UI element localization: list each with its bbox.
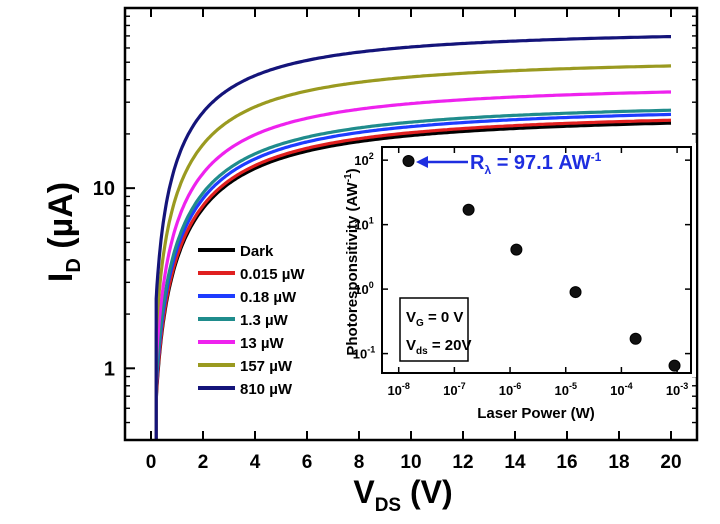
series-line: [154, 112, 672, 440]
iv-curves: [154, 34, 672, 440]
condition-box: VG = 0 V Vds = 20V: [399, 297, 471, 362]
inset-y-ticks: 10-1 100 101 102: [353, 151, 691, 362]
legend-label: 0.015 µW: [240, 266, 305, 283]
main-x-tick-label: 4: [250, 452, 261, 473]
inset-data-points: [402, 154, 681, 372]
inset-y-tick-label: 100: [354, 280, 373, 297]
inset-plot: 10-8 10-7 10-6 10-5 10-4 10-3 10-1 100 101 102 P…: [343, 143, 696, 422]
y-label-main: I: [42, 273, 80, 282]
main-x-tick-label: 10: [400, 452, 421, 473]
main-x-tick-label: 14: [504, 452, 526, 473]
main-x-tick-label: 18: [608, 452, 629, 473]
main-x-axis-label: VDS (V): [353, 474, 452, 516]
annotation-sub: λ: [484, 163, 491, 177]
inset-y-axis-label: Photoresponsitivity (AW-1): [343, 168, 361, 355]
x-label-sub: DS: [375, 495, 401, 516]
main-x-tick-label: 12: [452, 452, 473, 473]
vds-value: = 20V: [428, 337, 472, 354]
main-y-tick-label: 10: [93, 178, 115, 200]
inset-data-point: [629, 332, 642, 345]
inset-y-tick-label: 10-1: [353, 345, 375, 362]
legend: Dark 0.015 µW 0.18 µW 1.3 µW 13 µW 157 µW 810 …: [198, 243, 305, 398]
inset-y-label-main: Photoresponsitivity (AW: [344, 181, 361, 355]
legend-label: 157 µW: [240, 358, 293, 375]
main-x-tick-label: 6: [302, 452, 313, 473]
inset-plot-frame: [381, 146, 692, 374]
x-label-main: V: [353, 474, 375, 510]
main-x-tick-label: 2: [198, 452, 209, 473]
condition-vds: Vds = 20V: [406, 337, 471, 357]
condition-vg: VG = 0 V: [406, 309, 463, 329]
main-x-tick-label: 8: [354, 452, 365, 473]
vds-label: V: [406, 337, 416, 354]
series-line: [154, 64, 672, 440]
inset-data-point: [462, 203, 475, 216]
inset-data-point: [510, 243, 523, 256]
y-label-unit: (µA): [42, 182, 80, 258]
legend-label: Dark: [240, 243, 274, 260]
inset-y-label-end: ): [344, 168, 361, 173]
inset-data-point: [668, 359, 681, 372]
inset-x-tick-label: 10-4: [610, 381, 632, 398]
vds-sub: ds: [416, 346, 428, 357]
legend-label: 0.18 µW: [240, 289, 297, 306]
inset-x-tick-label: 10-7: [443, 381, 465, 398]
series-line: [154, 108, 672, 440]
legend-label: 810 µW: [240, 381, 293, 398]
legend-label: 13 µW: [240, 335, 284, 352]
inset-x-tick-label: 10-8: [387, 381, 409, 398]
inset-x-tick-label: 10-6: [499, 381, 521, 398]
inset-y-label-sup: -1: [343, 173, 354, 182]
inset-data-point: [402, 154, 415, 167]
series-line: [154, 90, 671, 440]
annotation-prefix: R: [470, 152, 485, 174]
annotation-arrowhead: [416, 156, 428, 168]
main-x-tick-label: 16: [556, 452, 577, 473]
legend-label: 1.3 µW: [240, 312, 289, 329]
vg-sub: G: [416, 318, 424, 329]
inset-y-tick-label: 101: [354, 216, 373, 233]
condition-box-frame: [399, 297, 469, 362]
vg-label: V: [406, 309, 416, 326]
inset-x-axis-label: Laser Power (W): [477, 405, 595, 422]
main-y-tick-label: 1: [104, 358, 115, 380]
main-x-tick-label: 0: [146, 452, 157, 473]
x-label-unit: (V): [401, 474, 453, 510]
inset-x-tick-label: 10-5: [554, 381, 576, 398]
main-y-axis-label: ID (µA): [42, 182, 85, 282]
vg-value: = 0 V: [424, 309, 464, 326]
main-x-tick-label: 20: [660, 452, 681, 473]
inset-data-point: [569, 286, 582, 299]
responsivity-annotation: Rλ = 97.1 AW-1: [416, 150, 602, 177]
series-line: [154, 34, 671, 440]
annotation-text: Rλ = 97.1 AW-1: [470, 150, 602, 177]
inset-y-tick-label: 102: [354, 151, 373, 168]
y-label-sub: D: [63, 258, 85, 272]
main-plot: 0 2 4 6 8 10 12 14 16 18 20 110 ID (µA) VDS (V) Da…: [42, 6, 699, 516]
series-line: [154, 118, 672, 440]
main-x-ticks: 0 2 4 6 8 10 12 14 16 18 20: [146, 8, 682, 473]
inset-x-ticks: 10-8 10-7 10-6 10-5 10-4 10-3: [387, 147, 688, 398]
annotation-value: = 97.1 AW: [491, 152, 591, 174]
annotation-sup: -1: [591, 150, 602, 164]
inset-x-tick-label: 10-3: [666, 381, 688, 398]
